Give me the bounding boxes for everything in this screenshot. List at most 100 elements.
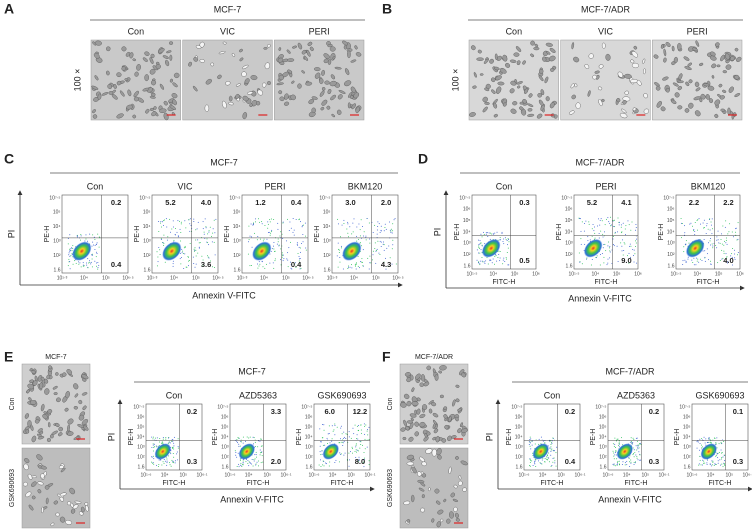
event-dot: [480, 249, 482, 251]
event-dot: [300, 267, 302, 269]
event-dot: [163, 462, 165, 464]
cell: [409, 422, 414, 430]
event-dot: [588, 223, 590, 225]
event-dot: [355, 263, 357, 265]
event-dot: [718, 443, 720, 445]
event-dot: [180, 256, 182, 258]
event-dot: [358, 458, 360, 460]
event-dot: [360, 432, 362, 434]
event-dot: [259, 454, 261, 456]
event-dot: [252, 443, 254, 445]
cell: [476, 57, 484, 61]
event-dot: [546, 454, 548, 456]
event-dot: [251, 459, 253, 461]
event-dot: [639, 459, 641, 461]
event-dot: [633, 261, 635, 263]
event-dot: [614, 231, 616, 233]
event-dot: [369, 242, 371, 244]
cell: [452, 498, 458, 502]
event-dot: [698, 218, 700, 220]
event-dot: [484, 243, 486, 245]
cell: [344, 80, 352, 87]
event-dot: [362, 235, 364, 237]
cell: [403, 500, 411, 506]
event-dot: [695, 257, 697, 259]
event-dot: [194, 266, 196, 268]
event-dot: [95, 251, 97, 253]
event-dot: [341, 433, 343, 435]
event-dot: [615, 450, 617, 452]
density: [252, 241, 272, 261]
event-dot: [82, 265, 84, 267]
cell: [519, 106, 524, 111]
event-dot: [94, 260, 96, 262]
event-dot: [501, 231, 503, 233]
event-dot: [379, 240, 381, 242]
event-dot: [351, 446, 353, 448]
event-dot: [703, 436, 705, 438]
x-tick-label: 10⁶·⁵: [212, 275, 223, 281]
cell: [720, 108, 726, 112]
cell: [404, 372, 411, 377]
event-dot: [173, 445, 175, 447]
cell: [416, 397, 421, 402]
cell: [151, 79, 157, 86]
event-dot: [188, 219, 190, 221]
event-dot: [264, 267, 266, 269]
cell: [67, 424, 70, 432]
plot-frame: [241, 194, 309, 274]
cell: [321, 99, 328, 106]
event-dot: [254, 445, 256, 447]
event-dot: [609, 246, 611, 248]
event-dot: [338, 249, 340, 251]
event-dot: [276, 243, 278, 245]
cell: [329, 80, 337, 87]
event-dot: [250, 236, 252, 238]
event-dot: [685, 260, 687, 262]
event-dot: [172, 440, 174, 442]
event-dot: [67, 243, 69, 245]
cell: [571, 94, 576, 100]
cell: [440, 518, 444, 523]
event-dot: [197, 221, 199, 223]
cell: [454, 512, 459, 518]
event-dot: [71, 250, 73, 252]
event-dot: [171, 447, 173, 449]
event-dot: [177, 236, 179, 238]
cell: [458, 475, 462, 480]
event-dot: [279, 235, 281, 237]
event-dot: [202, 264, 204, 266]
event-dot: [613, 243, 615, 245]
micrograph-title: MCF-7/ADR: [415, 354, 453, 361]
event-dot: [481, 245, 483, 247]
cell: [416, 408, 421, 415]
event-dot: [682, 260, 684, 262]
event-dot: [371, 259, 373, 261]
event-dot: [617, 217, 619, 219]
event-dot: [630, 437, 632, 439]
cell: [461, 372, 467, 378]
cell: [121, 46, 127, 52]
event-dot: [166, 239, 168, 241]
y-tick-label: 10³: [683, 444, 691, 450]
cell: [431, 448, 437, 457]
event-dot: [715, 442, 717, 444]
magnification: 100 ×: [450, 69, 460, 92]
x-tick-label: 10¹·⁶: [309, 472, 320, 478]
event-dot: [618, 441, 620, 443]
event-dot: [287, 252, 289, 254]
event-dot: [344, 452, 346, 454]
event-dot: [332, 430, 334, 432]
y-tick-label: 10²: [599, 454, 607, 460]
event-dot: [634, 253, 636, 255]
event-dot: [262, 461, 264, 463]
event-dot: [251, 246, 253, 248]
cell: [685, 81, 690, 87]
cell: [249, 103, 253, 108]
event-dot: [89, 261, 91, 263]
cell: [286, 49, 291, 54]
event-dot: [687, 258, 689, 260]
y-tick-label: 10⁷·⁵: [133, 404, 144, 410]
cell: [493, 102, 498, 109]
event-dot: [339, 452, 341, 454]
